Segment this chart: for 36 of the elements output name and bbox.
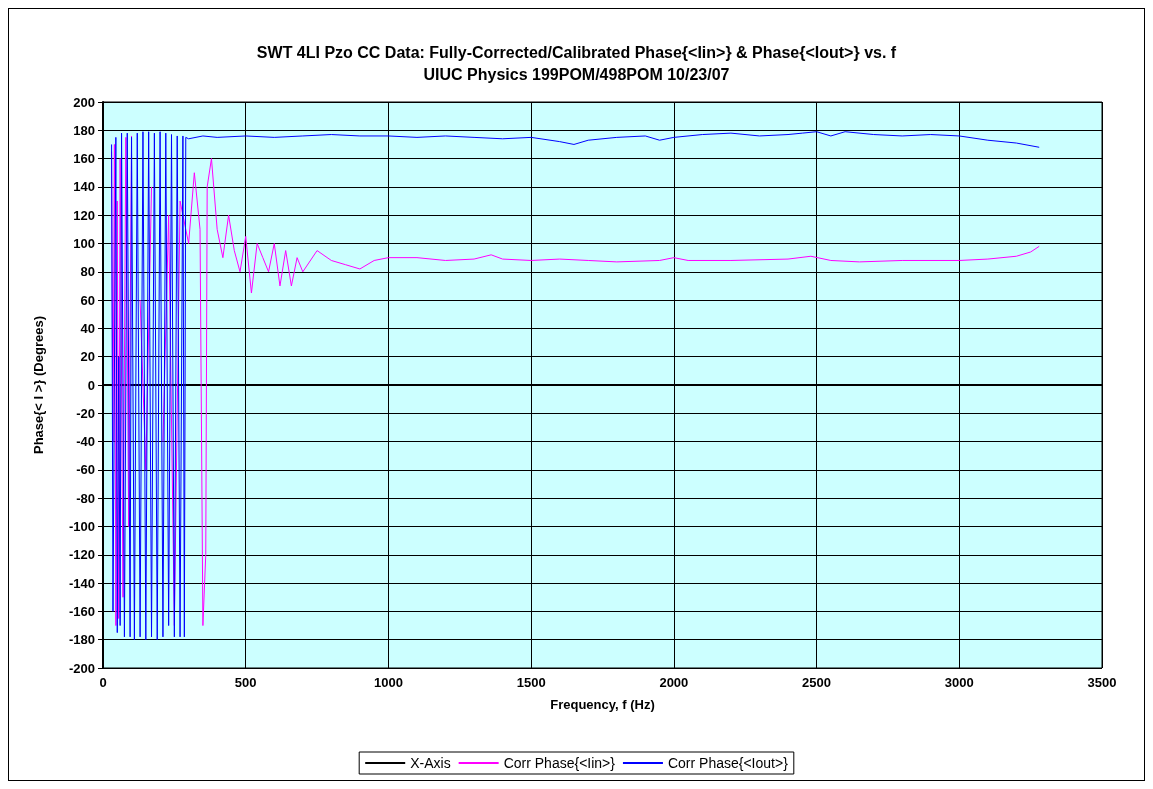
y-tick-label: 40 bbox=[80, 320, 95, 336]
y-tick-label: 200 bbox=[73, 94, 95, 110]
y-tick-label: -140 bbox=[68, 575, 95, 591]
legend-label: X-Axis bbox=[410, 755, 451, 771]
y-tick-label: 0 bbox=[87, 377, 95, 393]
y-tick-label: -200 bbox=[68, 660, 95, 676]
y-tick-label: -60 bbox=[76, 462, 95, 478]
y-tick-label: -120 bbox=[68, 547, 95, 563]
y-tick-label: -180 bbox=[68, 632, 95, 648]
y-tick-label: 140 bbox=[73, 179, 95, 195]
x-tick-label: 1000 bbox=[373, 675, 403, 690]
y-tick-label: 100 bbox=[73, 236, 95, 251]
y-tick-label: -160 bbox=[68, 603, 95, 619]
y-tick-label: 80 bbox=[80, 264, 95, 280]
x-tick-label: 1500 bbox=[516, 675, 546, 690]
legend-label: Corr Phase{<Iout>} bbox=[667, 755, 789, 771]
x-tick-label: 2000 bbox=[659, 675, 689, 690]
chart-title: SWT 4LI Pzo CC Data: Fully-Corrected/Calibrated Phase{<Iin>} & Phase{<Iout>} vs. f bbox=[256, 43, 897, 61]
y-tick-label: -100 bbox=[68, 519, 95, 534]
x-axis-title: Frequency, f (Hz) bbox=[550, 697, 655, 712]
y-tick-label: -80 bbox=[76, 490, 95, 506]
y-tick-label: 60 bbox=[80, 292, 95, 308]
x-tick-label: 3000 bbox=[944, 675, 974, 690]
y-tick-label: 160 bbox=[73, 151, 95, 167]
legend-label: Corr Phase{<Iin>} bbox=[503, 755, 616, 771]
y-tick-label: 180 bbox=[73, 122, 95, 138]
y-tick-label: 120 bbox=[73, 207, 95, 223]
x-tick-label: 0 bbox=[99, 675, 107, 690]
y-tick-label: 20 bbox=[80, 349, 95, 365]
x-tick-label: 500 bbox=[234, 675, 257, 690]
x-tick-label: 3500 bbox=[1087, 675, 1117, 690]
y-tick-label: -40 bbox=[76, 434, 95, 450]
y-axis-title: Phase{< I >} (Degrees) bbox=[31, 315, 46, 455]
y-tick-label: -20 bbox=[76, 405, 95, 421]
x-tick-label: 2500 bbox=[802, 675, 832, 690]
chart-subtitle: UIUC Physics 199POM/498POM 10/23/07 bbox=[423, 65, 730, 83]
